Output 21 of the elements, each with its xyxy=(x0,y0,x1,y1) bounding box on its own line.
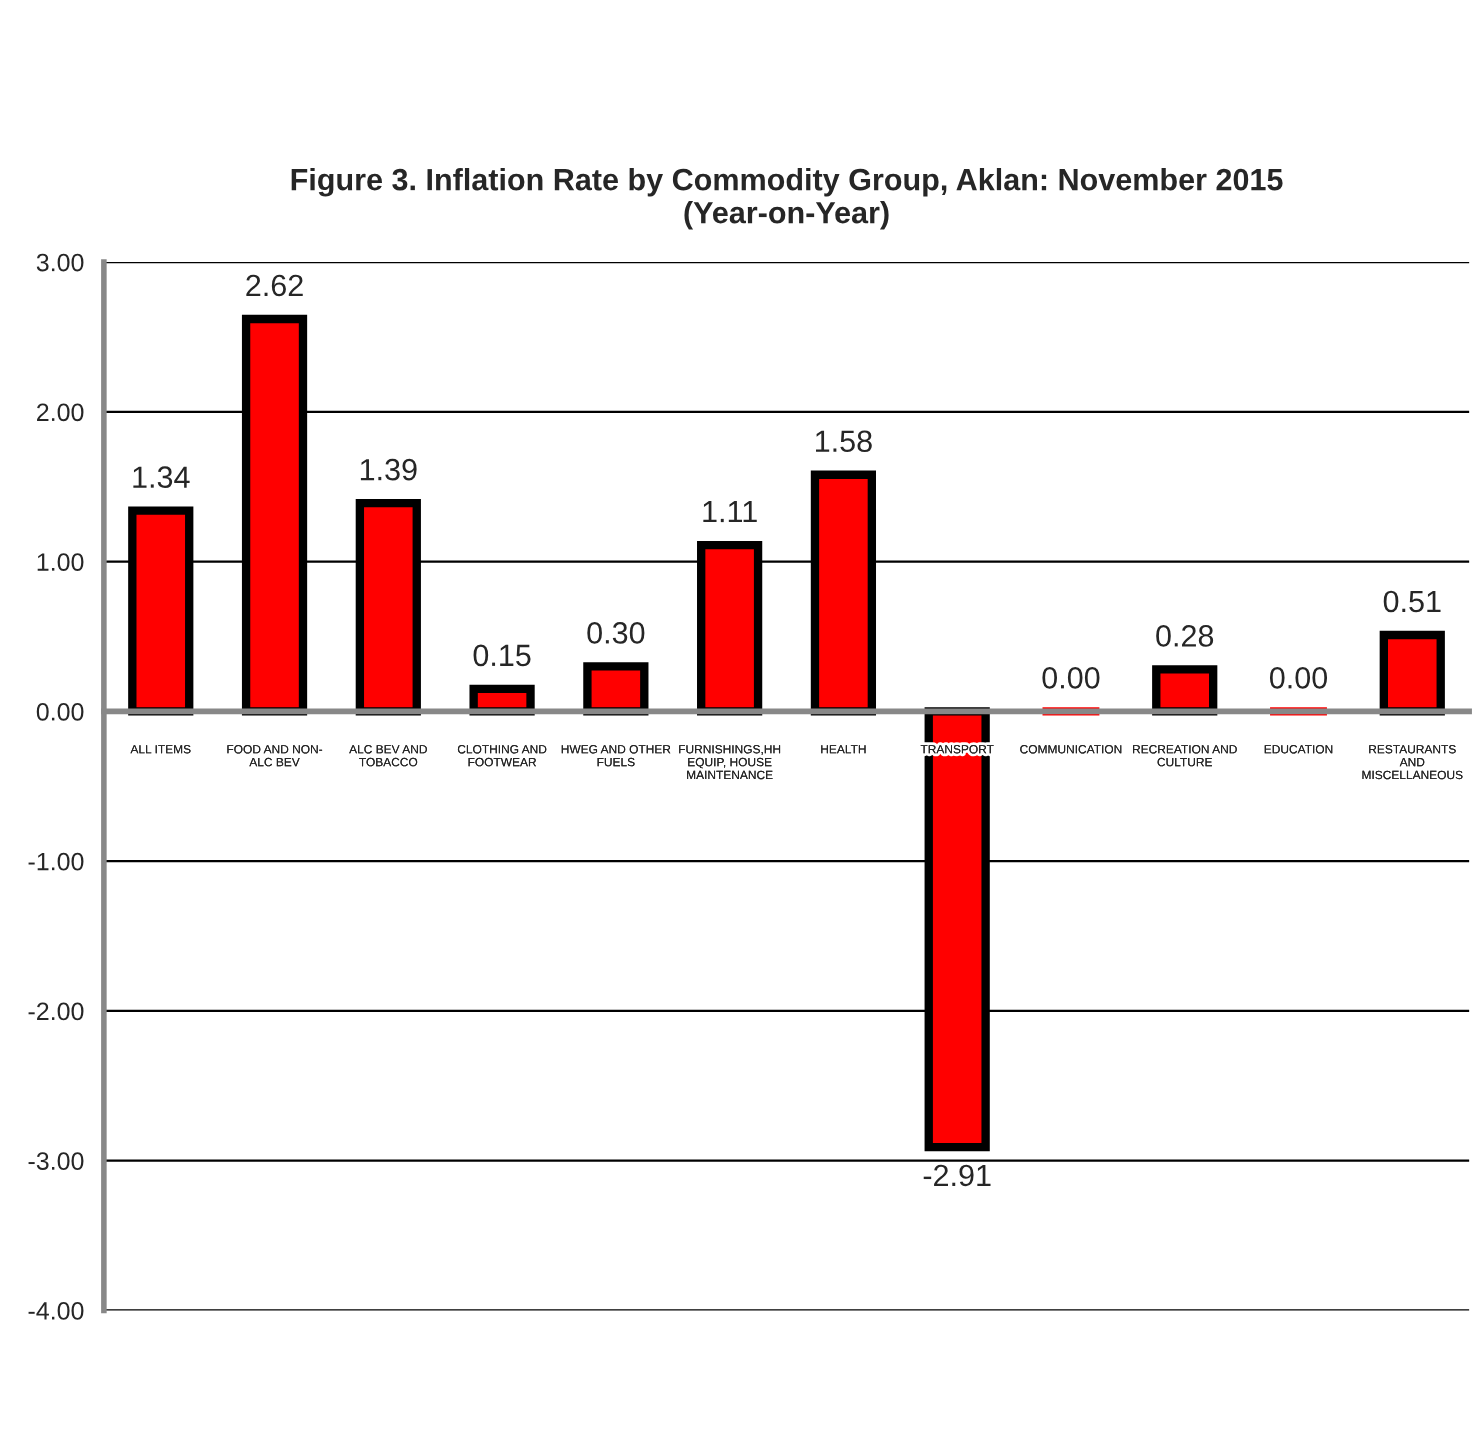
y-tick-label: -2.00 xyxy=(28,1002,84,1021)
data-label: 1.39 xyxy=(360,458,417,481)
data-label: 0.51 xyxy=(1383,590,1441,613)
y-tick-label: -3.00 xyxy=(28,1152,84,1170)
data-label: 1.11 xyxy=(703,501,757,523)
y-tick-label: 0.00 xyxy=(36,702,84,721)
chart-title: Figure 3. Inflation Rate by Commodity Group, Aklan: November 2015 (Year-on-Year) xyxy=(291,168,1283,230)
data-label: 0.00 xyxy=(1042,667,1100,689)
y-tick-label: -4.00 xyxy=(28,1302,84,1320)
data-label: 1.34 xyxy=(133,466,190,488)
data-label: 0.30 xyxy=(587,622,645,644)
data-label: -2.91 xyxy=(923,1164,991,1187)
y-tick-label: -1.00 xyxy=(28,852,84,871)
data-label: 2.62 xyxy=(246,274,303,297)
y-tick-label: 3.00 xyxy=(36,253,84,272)
data-label: 0.28 xyxy=(1156,625,1214,647)
y-tick-label: 2.00 xyxy=(37,403,84,422)
data-label: 0.15 xyxy=(473,644,531,667)
data-label: 0.00 xyxy=(1269,667,1328,689)
y-tick-label: 1.00 xyxy=(37,553,84,571)
data-label: 1.58 xyxy=(816,430,872,453)
